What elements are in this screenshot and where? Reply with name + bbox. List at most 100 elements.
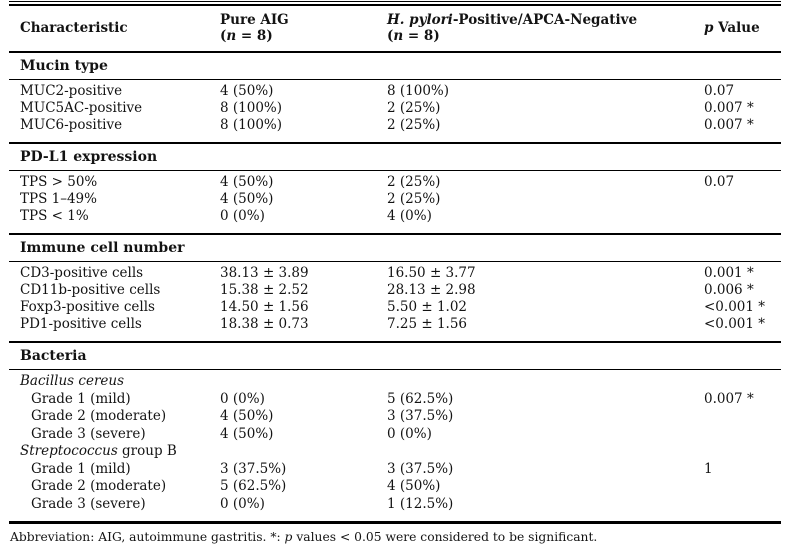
cell-pure-aig: 0 (0%) bbox=[220, 208, 265, 224]
cell-hpylori: 2 (25%) bbox=[387, 117, 441, 133]
section-immune-cell-number: CD3-positive cells 38.13 ± 3.89 16.50 ± … bbox=[9, 262, 781, 341]
cell-pure-aig: 0 (0%) bbox=[220, 495, 265, 512]
section-title-pdl1-expression: PD-L1 expression bbox=[20, 149, 158, 165]
section-title-mucin-type: Mucin type bbox=[20, 58, 108, 74]
header-characteristic: Characteristic bbox=[20, 20, 128, 36]
cell-label: Grade 3 (severe) bbox=[31, 495, 146, 512]
cell-label: Foxp3-positive cells bbox=[20, 299, 155, 315]
cell-label: Grade 2 (moderate) bbox=[31, 408, 167, 424]
cell-label: MUC5AC-positive bbox=[20, 100, 143, 116]
table-row: Grade 1 (mild) 3 (37.5%) 3 (37.5%) 1 bbox=[9, 461, 781, 479]
cell-hpylori: 0 (0%) bbox=[387, 425, 432, 442]
cell-p-value: 0.001 * bbox=[704, 265, 754, 281]
cell-label: Grade 3 (severe) bbox=[31, 425, 146, 442]
cell-pure-aig: 3 (37.5%) bbox=[220, 460, 287, 477]
table-row: MUC2-positive 4 (50%) 8 (100%) 0.07 bbox=[9, 83, 781, 100]
cell-label: MUC6-positive bbox=[20, 117, 123, 133]
cell-label: Grade 1 (mild) bbox=[31, 460, 131, 477]
section-separator-rule bbox=[9, 142, 781, 144]
cell-label: PD1-positive cells bbox=[20, 316, 142, 332]
cell-pure-aig: 8 (100%) bbox=[220, 100, 283, 116]
cell-label: TPS > 50% bbox=[20, 174, 98, 190]
cell-pure-aig: 4 (50%) bbox=[220, 425, 274, 442]
cell-pure-aig: 4 (50%) bbox=[220, 408, 274, 424]
cell-hpylori: 2 (25%) bbox=[387, 174, 441, 190]
cell-p-value: 0.007 * bbox=[704, 117, 754, 133]
subgroup-row-streptococcus-group-b: Streptococcus group B bbox=[9, 443, 781, 461]
cell-label: TPS < 1% bbox=[20, 208, 89, 224]
cell-label: Streptococcus group B bbox=[20, 443, 177, 459]
table-row: Grade 2 (moderate) 4 (50%) 3 (37.5%) bbox=[9, 408, 781, 426]
cell-hpylori: 8 (100%) bbox=[387, 83, 450, 99]
cell-pure-aig: 38.13 ± 3.89 bbox=[220, 265, 309, 281]
cell-p-value: 0.007 * bbox=[704, 390, 754, 407]
cell-label: CD11b-positive cells bbox=[20, 282, 161, 298]
cell-p-value: 0.07 bbox=[704, 174, 735, 190]
cell-label: TPS 1–49% bbox=[20, 191, 97, 207]
cell-label: Bacillus cereus bbox=[20, 373, 125, 389]
table-row: Grade 1 (mild) 0 (0%) 5 (62.5%) 0.007 * bbox=[9, 391, 781, 409]
table-row: CD3-positive cells 38.13 ± 3.89 16.50 ± … bbox=[9, 265, 781, 282]
cell-label: Grade 1 (mild) bbox=[31, 390, 131, 407]
cell-label: MUC2-positive bbox=[20, 83, 123, 99]
header-pure-aig-line1: Pure AIG bbox=[220, 12, 289, 28]
cell-pure-aig: 15.38 ± 2.52 bbox=[220, 282, 309, 298]
table-row: MUC6-positive 8 (100%) 2 (25%) 0.007 * bbox=[9, 117, 781, 134]
cell-hpylori: 5.50 ± 1.02 bbox=[387, 299, 468, 315]
cell-pure-aig: 14.50 ± 1.56 bbox=[220, 299, 309, 315]
section-separator-rule bbox=[9, 341, 781, 343]
table-row: Foxp3-positive cells 14.50 ± 1.56 5.50 ±… bbox=[9, 299, 781, 316]
cell-label: Grade 2 (moderate) bbox=[31, 478, 167, 494]
rule bbox=[9, 369, 781, 370]
cell-p-value: 1 bbox=[704, 460, 713, 477]
table-row: TPS < 1% 0 (0%) 4 (0%) bbox=[9, 208, 781, 225]
cell-pure-aig: 5 (62.5%) bbox=[220, 478, 287, 494]
table-row: Grade 3 (severe) 4 (50%) 0 (0%) bbox=[9, 426, 781, 444]
cell-pure-aig: 4 (50%) bbox=[220, 191, 274, 207]
section-title-bacteria: Bacteria bbox=[20, 348, 87, 364]
cell-hpylori: 3 (37.5%) bbox=[387, 460, 454, 477]
cell-p-value: 0.007 * bbox=[704, 100, 754, 116]
header-hpylori-line1: H. pylori-Positive/APCA-Negative bbox=[387, 12, 638, 28]
cell-hpylori: 3 (37.5%) bbox=[387, 408, 454, 424]
header-hpylori-group: H. pylori-Positive/APCA-Negative (n = 8) bbox=[387, 12, 704, 44]
rule bbox=[9, 79, 781, 80]
section-title-immune-cell-number: Immune cell number bbox=[20, 240, 185, 256]
cell-pure-aig: 8 (100%) bbox=[220, 117, 283, 133]
cell-hpylori: 7.25 ± 1.56 bbox=[387, 316, 468, 332]
table-row: MUC5AC-positive 8 (100%) 2 (25%) 0.007 * bbox=[9, 100, 781, 117]
rule bbox=[9, 261, 781, 262]
cell-pure-aig: 4 (50%) bbox=[220, 174, 274, 190]
table-row: TPS > 50% 4 (50%) 2 (25%) 0.07 bbox=[9, 174, 781, 191]
table-row: Grade 3 (severe) 0 (0%) 1 (12.5%) bbox=[9, 496, 781, 514]
table-row: CD11b-positive cells 15.38 ± 2.52 28.13 … bbox=[9, 282, 781, 299]
section-bacteria: Bacillus cereus Grade 1 (mild) 0 (0%) 5 … bbox=[9, 370, 781, 521]
cell-pure-aig: 0 (0%) bbox=[220, 390, 265, 407]
cell-p-value: 0.07 bbox=[704, 83, 735, 99]
table-row: PD1-positive cells 18.38 ± 0.73 7.25 ± 1… bbox=[9, 316, 781, 333]
cell-hpylori: 4 (0%) bbox=[387, 208, 432, 224]
cell-label: CD3-positive cells bbox=[20, 265, 144, 281]
header-pure-aig-n: (n = 8) bbox=[220, 28, 273, 44]
cell-p-value: <0.001 * bbox=[704, 316, 766, 332]
cell-pure-aig: 4 (50%) bbox=[220, 83, 274, 99]
header-p-value: p Value bbox=[704, 20, 760, 36]
table-top-rule bbox=[9, 1, 781, 6]
cell-hpylori: 4 (50%) bbox=[387, 478, 441, 494]
table-row: TPS 1–49% 4 (50%) 2 (25%) bbox=[9, 191, 781, 208]
header-bottom-rule bbox=[9, 51, 781, 53]
section-pdl1-expression: TPS > 50% 4 (50%) 2 (25%) 0.07 TPS 1–49%… bbox=[9, 171, 781, 233]
section-mucin-type: MUC2-positive 4 (50%) 8 (100%) 0.07 MUC5… bbox=[9, 80, 781, 142]
cell-pure-aig: 18.38 ± 0.73 bbox=[220, 316, 309, 332]
header-pure-aig: Pure AIG (n = 8) bbox=[220, 12, 387, 44]
table-header-row: Characteristic Pure AIG (n = 8) H. pylor… bbox=[9, 6, 781, 51]
cell-hpylori: 16.50 ± 3.77 bbox=[387, 265, 476, 281]
table-footnote: Abbreviation: AIG, autoimmune gastritis.… bbox=[10, 530, 598, 544]
subgroup-row-bacillus-cereus: Bacillus cereus bbox=[9, 373, 781, 391]
cell-hpylori: 5 (62.5%) bbox=[387, 390, 454, 407]
header-hpylori-n: (n = 8) bbox=[387, 28, 440, 44]
cell-hpylori: 2 (25%) bbox=[387, 100, 441, 116]
table-bottom-rule bbox=[9, 521, 781, 524]
cell-p-value: 0.006 * bbox=[704, 282, 754, 298]
